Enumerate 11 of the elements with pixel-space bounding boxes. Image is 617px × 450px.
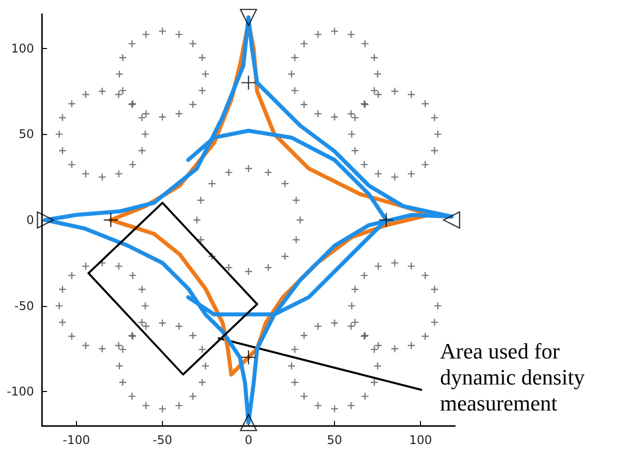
x-tick-label: -100 <box>62 433 90 447</box>
y-tick-label: -100 <box>6 384 34 399</box>
x-tick-label: 0 <box>244 433 252 447</box>
x-tick-label: 100 <box>409 433 432 447</box>
y-tick-label: 50 <box>18 127 34 142</box>
y-tick-label: -50 <box>14 298 34 313</box>
y-tick-label: 0 <box>26 213 34 227</box>
x-tick-label: -50 <box>152 433 172 447</box>
y-tick-label: 100 <box>11 41 34 56</box>
x-tick-label: 50 <box>326 433 342 447</box>
annotation: Area used for dynamic density measurement <box>440 338 590 416</box>
